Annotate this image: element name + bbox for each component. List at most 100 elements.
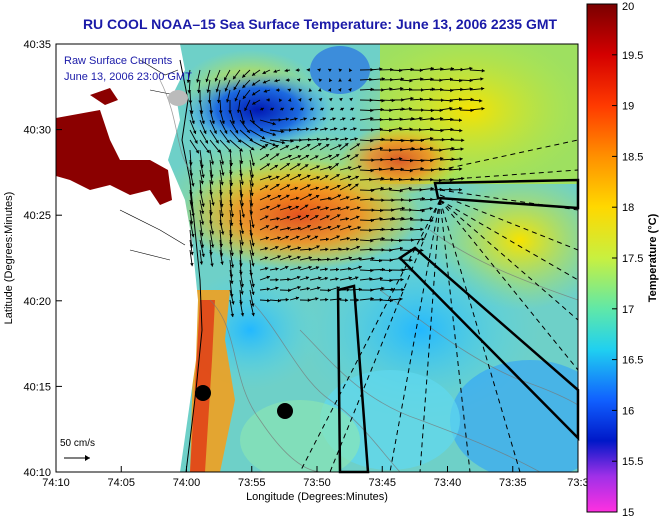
current-vector	[289, 145, 300, 151]
current-vector	[379, 187, 393, 191]
current-vector	[199, 139, 210, 154]
current-vector	[339, 298, 349, 303]
current-vector	[189, 239, 194, 256]
current-vector	[449, 118, 463, 123]
x-tick-label: 73:3	[567, 477, 588, 489]
current-vector	[298, 97, 302, 102]
current-vector	[289, 205, 300, 211]
current-vector	[319, 288, 331, 293]
current-vector	[319, 215, 330, 221]
current-vector	[309, 137, 321, 142]
current-vector	[349, 153, 359, 161]
current-vector	[229, 249, 235, 268]
current-vector	[289, 155, 302, 161]
current-vector	[319, 206, 329, 211]
current-vector	[318, 97, 323, 102]
current-vector	[319, 137, 330, 141]
current-vector	[308, 88, 313, 92]
current-vector	[348, 87, 352, 92]
current-vector	[229, 289, 235, 305]
current-vector	[348, 68, 353, 73]
current-vector	[259, 298, 271, 303]
current-vector	[279, 215, 291, 221]
y-tick-label: 40:20	[23, 296, 51, 308]
current-vector	[189, 169, 195, 187]
current-vector	[209, 119, 217, 135]
current-vector	[205, 69, 211, 83]
current-vector	[259, 205, 270, 211]
current-vector	[309, 266, 320, 271]
current-vector	[419, 206, 433, 211]
current-vector	[299, 224, 311, 231]
current-vector	[259, 215, 269, 221]
current-vector	[241, 69, 251, 78]
current-vector	[299, 107, 305, 111]
current-vector	[289, 235, 300, 241]
current-vector	[339, 236, 350, 241]
current-vector	[339, 117, 346, 121]
current-vector	[299, 154, 310, 161]
current-vector	[339, 175, 352, 181]
current-vector	[249, 289, 255, 307]
current-vector	[189, 139, 200, 154]
current-vector	[269, 255, 281, 261]
current-vector	[329, 107, 335, 111]
current-vector	[369, 167, 383, 171]
current-vector	[279, 174, 291, 181]
current-vector	[309, 155, 319, 161]
current-vector	[242, 89, 251, 100]
sst-field	[56, 44, 578, 472]
current-vector	[269, 298, 281, 303]
current-vector	[379, 128, 393, 133]
current-vector	[319, 117, 327, 121]
current-vector	[242, 79, 251, 89]
current-vector	[319, 196, 332, 201]
current-vector	[339, 154, 351, 161]
current-vector	[236, 99, 241, 114]
current-vector	[339, 206, 350, 211]
current-vector	[249, 149, 255, 167]
x-tick-label: 73:50	[303, 477, 331, 489]
current-vector	[299, 184, 311, 191]
current-vector	[399, 107, 413, 111]
current-vector	[309, 117, 317, 121]
current-vector	[349, 97, 353, 102]
current-vector	[232, 69, 241, 80]
current-vector	[199, 209, 205, 225]
current-vector	[299, 256, 313, 261]
y-tick-label: 40:15	[23, 381, 51, 393]
current-vector	[219, 109, 225, 125]
current-vector	[219, 199, 224, 218]
current-vector	[239, 109, 245, 125]
current-vector	[239, 139, 255, 151]
current-vector	[319, 297, 329, 302]
current-vector	[259, 175, 272, 181]
current-vector	[347, 78, 352, 82]
current-vector	[269, 225, 279, 231]
current-vector	[349, 196, 361, 201]
current-vector	[289, 255, 301, 261]
current-vector	[289, 275, 301, 281]
current-vector	[339, 256, 353, 261]
current-vector	[379, 67, 394, 72]
current-vector	[269, 183, 280, 191]
current-vector	[229, 199, 235, 218]
colorbar-tick-label: 16	[622, 405, 634, 417]
current-vector	[349, 215, 360, 221]
current-vector	[349, 107, 355, 111]
current-vector	[319, 267, 329, 272]
current-vector	[349, 175, 359, 181]
x-tick-label: 74:10	[42, 477, 70, 489]
current-vector	[279, 277, 291, 282]
current-vector	[219, 119, 228, 134]
current-vector	[262, 69, 271, 75]
current-vector	[199, 199, 205, 215]
current-vector	[251, 89, 261, 96]
current-vector	[389, 157, 403, 161]
current-vector	[279, 265, 289, 271]
current-vector	[199, 239, 205, 258]
current-vector	[349, 276, 359, 281]
current-vector	[389, 206, 405, 211]
current-vector	[259, 275, 271, 281]
current-vector	[186, 69, 191, 83]
